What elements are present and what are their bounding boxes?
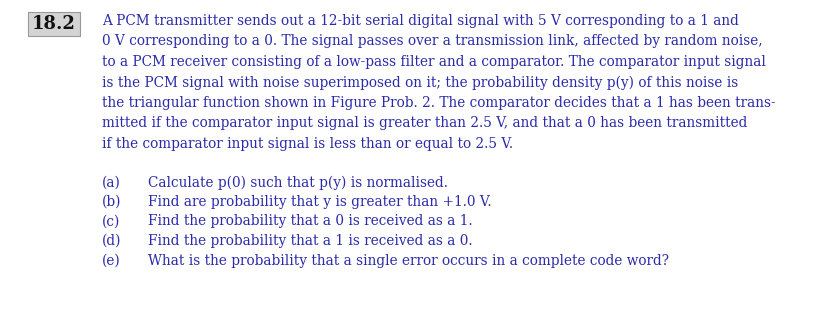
Text: (b): (b): [102, 195, 121, 209]
Text: 0 V corresponding to a 0. The signal passes over a transmission link, affected b: 0 V corresponding to a 0. The signal pas…: [102, 35, 763, 48]
Text: mitted if the comparator input signal is greater than 2.5 V, and that a 0 has be: mitted if the comparator input signal is…: [102, 116, 747, 131]
Text: is the PCM signal with noise superimposed on it; the probability density p(y) of: is the PCM signal with noise superimpose…: [102, 75, 738, 90]
Text: Find are probability that y is greater than +1.0 V.: Find are probability that y is greater t…: [148, 195, 491, 209]
Text: (e): (e): [102, 253, 121, 268]
Text: 18.2: 18.2: [32, 15, 76, 33]
Text: What is the probability that a single error occurs in a complete code word?: What is the probability that a single er…: [148, 253, 669, 268]
Text: (c): (c): [102, 214, 121, 229]
Text: A PCM transmitter sends out a 12-bit serial digital signal with 5 V correspondin: A PCM transmitter sends out a 12-bit ser…: [102, 14, 739, 28]
Text: the triangular function shown in Figure Prob. 2. The comparator decides that a 1: the triangular function shown in Figure …: [102, 96, 776, 110]
Text: Calculate p(0) such that p(y) is normalised.: Calculate p(0) such that p(y) is normali…: [148, 176, 448, 190]
Text: if the comparator input signal is less than or equal to 2.5 V.: if the comparator input signal is less t…: [102, 137, 513, 151]
Text: (d): (d): [102, 234, 121, 248]
Text: Find the probability that a 0 is received as a 1.: Find the probability that a 0 is receive…: [148, 214, 473, 229]
Text: (a): (a): [102, 176, 121, 190]
Text: Find the probability that a 1 is received as a 0.: Find the probability that a 1 is receive…: [148, 234, 473, 248]
Text: to a PCM receiver consisting of a low-pass filter and a comparator. The comparat: to a PCM receiver consisting of a low-pa…: [102, 55, 766, 69]
